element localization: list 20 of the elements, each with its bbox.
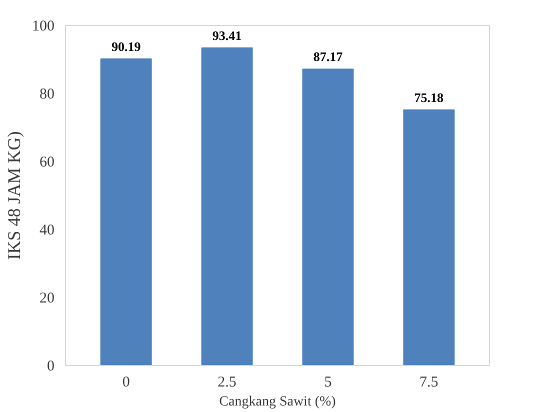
x-tick-label: 2.5 — [218, 374, 236, 390]
y-tick-label: 100 — [32, 18, 54, 34]
x-tick-label: 5 — [324, 374, 332, 390]
y-tick-label: 80 — [40, 86, 54, 102]
x-tick-label: 0 — [122, 374, 130, 390]
y-tick-label: 40 — [40, 222, 54, 238]
y-axis-title: IKS 48 JAM KG) — [4, 131, 24, 260]
data-label: 93.41 — [212, 28, 242, 43]
bar — [100, 58, 152, 366]
bar — [302, 68, 354, 366]
y-tick-label: 20 — [40, 290, 54, 306]
y-tick-label: 60 — [40, 154, 54, 170]
data-label: 90.19 — [111, 38, 142, 54]
y-tick-label: 0 — [47, 358, 54, 374]
bar — [403, 109, 455, 366]
x-axis-title: Cangkang Sawit (%) — [219, 394, 336, 410]
data-label: 75.18 — [414, 90, 444, 105]
data-label: 87.17 — [313, 49, 344, 64]
x-tick-label: 7.5 — [420, 374, 438, 390]
bar — [201, 47, 253, 366]
